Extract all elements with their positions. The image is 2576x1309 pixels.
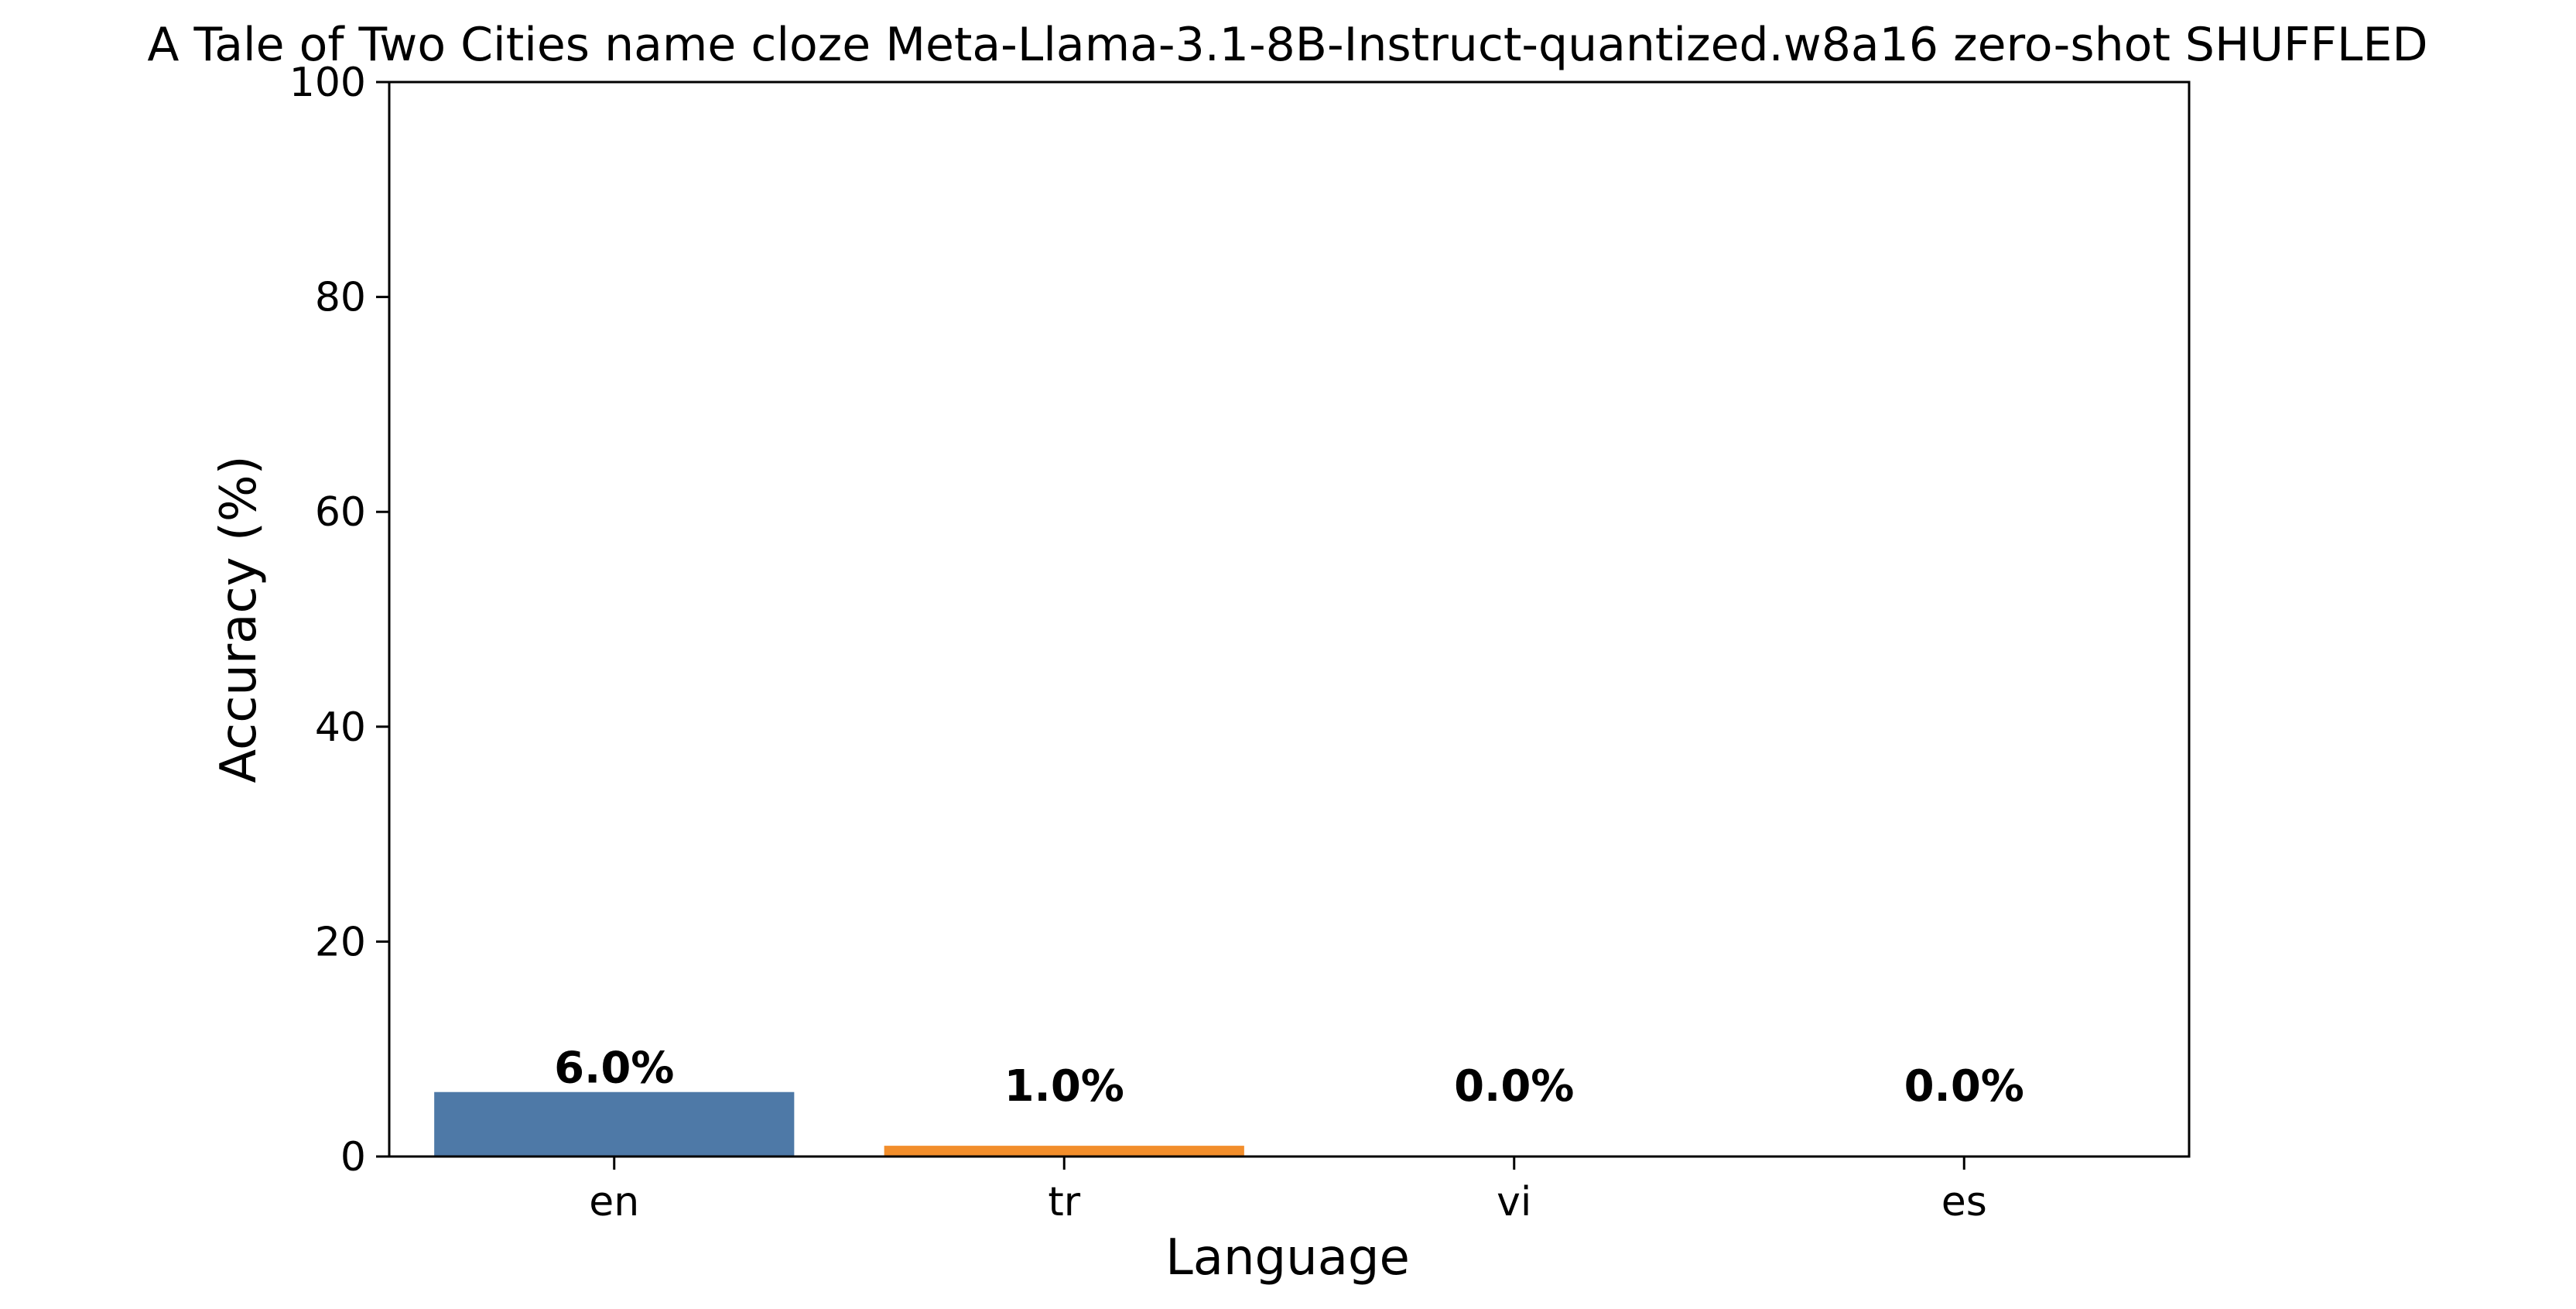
y-tick-label: 20 [315,919,366,965]
x-tick-label-tr: tr [1048,1179,1080,1225]
value-label-en: 6.0% [554,1043,674,1094]
value-label-vi: 0.0% [1454,1061,1574,1112]
y-tick-label: 100 [289,60,366,106]
plot-frame [388,81,2191,1158]
y-tick-label: 40 [315,704,366,751]
y-tick-label: 60 [315,489,366,536]
value-label-tr: 1.0% [1004,1061,1124,1112]
bar-en [434,1091,795,1157]
x-axis: en tr vi es [589,1157,1987,1225]
bar-tr [884,1146,1244,1157]
value-label-es: 0.0% [1904,1061,2024,1112]
value-labels: 6.0% 1.0% 0.0% 0.0% [554,1043,2024,1112]
y-axis-label: Accuracy (%) [210,455,268,783]
chart-title: A Tale of Two Cities name cloze Meta-Lla… [147,18,2427,72]
y-tick-label: 0 [340,1134,366,1180]
y-tick-label: 80 [315,275,366,321]
x-axis-label: Language [1165,1229,1410,1287]
x-tick-label-en: en [589,1179,639,1225]
y-axis: 0 20 40 60 80 100 [289,60,389,1180]
x-tick-label-vi: vi [1497,1179,1531,1225]
x-tick-label-es: es [1941,1179,1987,1225]
bars-layer [434,1091,1244,1157]
